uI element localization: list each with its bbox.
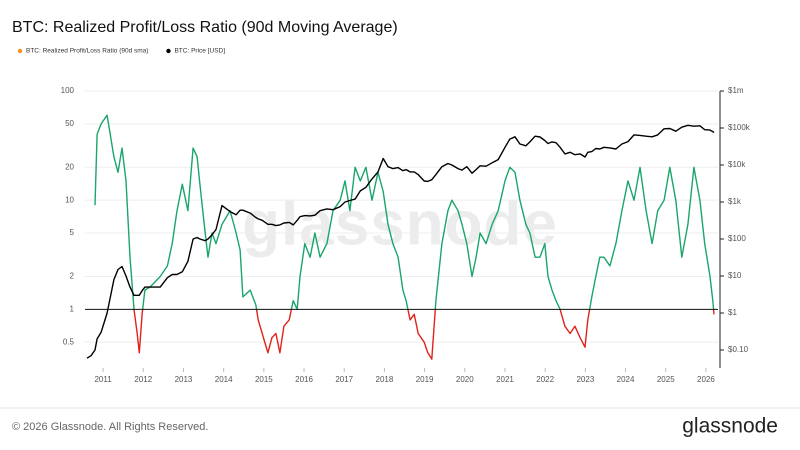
legend-swatch (17, 48, 23, 54)
x-tick-label: 2020 (456, 375, 474, 384)
y2-tick-label: $100 (728, 234, 746, 243)
x-tick-label: 2016 (295, 375, 313, 384)
y2-tick-label: $0.10 (728, 345, 749, 354)
y-tick-label: 0.5 (63, 337, 75, 346)
x-tick-label: 2011 (94, 375, 112, 384)
x-tick-label: 2025 (657, 375, 675, 384)
y-tick-label: 2 (70, 272, 75, 281)
y-tick-label: 5 (70, 228, 75, 237)
x-tick-label: 2014 (215, 375, 233, 384)
y2-tick-label: $1 (728, 308, 737, 317)
x-tick-label: 2015 (255, 375, 273, 384)
y2-tick-label: $100k (728, 123, 751, 132)
x-tick-label: 2018 (376, 375, 394, 384)
x-tick-label: 2017 (335, 375, 353, 384)
y2-tick-label: $10k (728, 160, 746, 169)
y-tick-label: 100 (61, 86, 75, 95)
y-tick-label: 10 (65, 195, 74, 204)
legend-swatch (166, 48, 171, 54)
logo: glassnode (682, 415, 778, 438)
x-tick-label: 2024 (617, 375, 635, 384)
y-tick-label: 1 (70, 304, 75, 313)
y-tick-label: 50 (65, 119, 74, 128)
y2-tick-label: $10 (728, 271, 742, 280)
x-tick-label: 2022 (536, 375, 554, 384)
x-tick-label: 2026 (697, 375, 715, 384)
copyright: © 2026 Glassnode. All Rights Reserved. (12, 421, 208, 433)
series-line (86, 124, 715, 359)
x-tick-label: 2012 (134, 375, 152, 384)
y2-tick-label: $1k (728, 197, 742, 206)
legend-label: BTC: Realized Profit/Loss Ratio (90d sma… (26, 48, 148, 55)
x-tick-label: 2019 (416, 375, 434, 384)
x-tick-label: 2023 (576, 375, 594, 384)
x-tick-label: 2013 (175, 375, 193, 384)
chart-title: BTC: Realized Profit/Loss Ratio (90d Mov… (12, 19, 398, 36)
x-tick-label: 2021 (496, 375, 514, 384)
y2-tick-label: $1m (728, 86, 744, 95)
y-tick-label: 20 (65, 162, 74, 171)
series-line (94, 114, 715, 360)
legend-label: BTC: Price [USD] (174, 48, 225, 55)
